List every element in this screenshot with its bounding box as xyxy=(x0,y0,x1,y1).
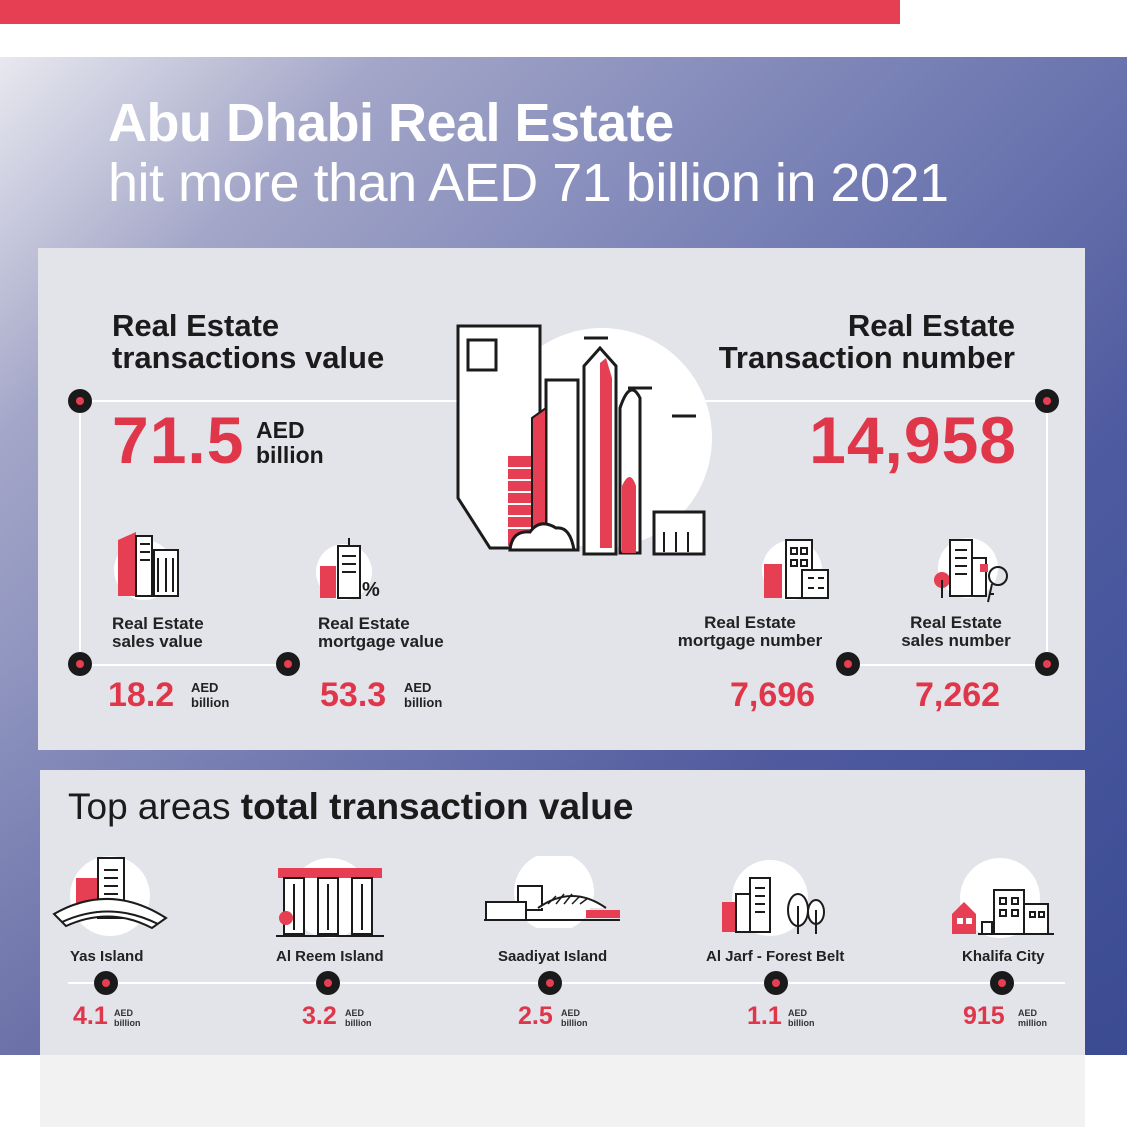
unit-line: AED xyxy=(114,1008,134,1018)
mortgage-value-label: Real Estate mortgage value xyxy=(318,615,444,651)
connector-line xyxy=(848,664,1048,666)
mortgage-number: 7,696 xyxy=(730,676,816,714)
area-dot xyxy=(990,971,1014,995)
node-dot xyxy=(276,652,300,676)
skyline-icon xyxy=(456,324,712,556)
transactions-value-unit: AED billion xyxy=(256,418,324,468)
calculator-building-icon xyxy=(762,539,829,600)
area-name: Yas Island xyxy=(70,948,144,965)
area-name: Al Reem Island xyxy=(276,948,384,965)
transaction-number-value: 14,958 xyxy=(809,403,1017,477)
label-line: sales value xyxy=(112,632,203,651)
mortgage-value-unit: AED billion xyxy=(404,680,442,710)
area-value: 1.1 xyxy=(747,1002,782,1030)
sales-number: 7,262 xyxy=(915,676,1001,714)
unit-line: AED xyxy=(1018,1008,1038,1018)
node-dot xyxy=(836,652,860,676)
heading-line: Real Estate xyxy=(112,308,280,343)
buildings-icon xyxy=(114,532,179,600)
unit-line: billion xyxy=(404,695,443,710)
area-unit: AED billion xyxy=(788,1008,815,1028)
transaction-number-heading: Real Estate Transaction number xyxy=(719,310,1015,374)
heading-line: Transaction number xyxy=(718,340,1015,375)
yas-island-icon xyxy=(52,856,168,936)
area-value: 2.5 xyxy=(518,1002,553,1030)
connector-line xyxy=(80,664,288,666)
label-line: Real Estate xyxy=(318,614,410,633)
label-line: sales number xyxy=(901,631,1011,650)
node-dot xyxy=(1035,389,1059,413)
title-bold: total transaction value xyxy=(240,786,634,827)
transactions-value-heading: Real Estate transactions value xyxy=(112,310,384,374)
connector-line xyxy=(690,400,1046,402)
mortgage-value: 53.3 xyxy=(320,676,387,714)
connector-line xyxy=(1046,400,1048,665)
areas-line xyxy=(68,982,1065,984)
area-unit: AED billion xyxy=(561,1008,588,1028)
mortgage-number-label: Real Estate mortgage number xyxy=(670,614,830,650)
saadiyat-island-icon xyxy=(484,856,620,928)
area-dot xyxy=(764,971,788,995)
bottom-strip xyxy=(40,1055,1085,1127)
sales-value-label: Real Estate sales value xyxy=(112,615,204,651)
sales-number-label: Real Estate sales number xyxy=(896,614,1016,650)
node-dot xyxy=(68,652,92,676)
sales-value-unit: AED billion xyxy=(191,680,229,710)
unit-line: billion xyxy=(345,1018,372,1028)
area-unit: AED billion xyxy=(114,1008,141,1028)
unit-line: AED xyxy=(561,1008,581,1018)
label-line: Real Estate xyxy=(112,614,204,633)
area-dot xyxy=(316,971,340,995)
unit-line: billion xyxy=(114,1018,141,1028)
area-name: Khalifa City xyxy=(962,948,1045,965)
unit-line: billion xyxy=(191,695,230,710)
unit-line: billion xyxy=(788,1018,815,1028)
unit-line: AED xyxy=(256,417,305,443)
area-unit: AED billion xyxy=(345,1008,372,1028)
svg-text:%: % xyxy=(362,579,380,601)
unit-line: AED xyxy=(788,1008,808,1018)
page-subtitle: hit more than AED 71 billion in 2021 xyxy=(108,153,949,213)
connector-line xyxy=(79,400,81,665)
label-line: Real Estate xyxy=(704,613,796,632)
unit-line: billion xyxy=(561,1018,588,1028)
area-name: Al Jarf - Forest Belt xyxy=(706,948,845,965)
heading-line: transactions value xyxy=(112,340,385,375)
page-title: Abu Dhabi Real Estate xyxy=(108,93,674,153)
area-value: 915 xyxy=(963,1002,1005,1030)
unit-line: billion xyxy=(256,442,324,468)
transactions-value: 71.5 xyxy=(112,403,245,477)
area-dot xyxy=(538,971,562,995)
key-building-icon xyxy=(934,538,1008,603)
mortgage-percent-icon: % xyxy=(316,538,380,601)
node-dot xyxy=(68,389,92,413)
khalifa-city-icon xyxy=(952,858,1054,938)
area-unit: AED million xyxy=(1018,1008,1047,1028)
areas-section-title: Top areas total transaction value xyxy=(68,786,634,828)
unit-line: AED xyxy=(345,1008,365,1018)
title-regular: Top areas xyxy=(68,786,241,827)
unit-line: million xyxy=(1018,1018,1047,1028)
area-dot xyxy=(94,971,118,995)
heading-line: Real Estate xyxy=(847,308,1015,343)
label-line: mortgage number xyxy=(677,631,823,650)
top-accent-bar xyxy=(0,0,900,24)
area-value: 4.1 xyxy=(73,1002,108,1030)
label-line: mortgage value xyxy=(318,632,444,651)
unit-line: AED xyxy=(404,680,432,695)
area-value: 3.2 xyxy=(302,1002,337,1030)
node-dot xyxy=(1035,652,1059,676)
sales-value: 18.2 xyxy=(108,676,175,714)
forest-belt-icon xyxy=(722,860,825,936)
unit-line: AED xyxy=(191,680,219,695)
area-name: Saadiyat Island xyxy=(498,948,608,965)
connector-line xyxy=(80,400,460,402)
label-line: Real Estate xyxy=(910,613,1002,632)
reem-island-icon xyxy=(276,858,384,938)
